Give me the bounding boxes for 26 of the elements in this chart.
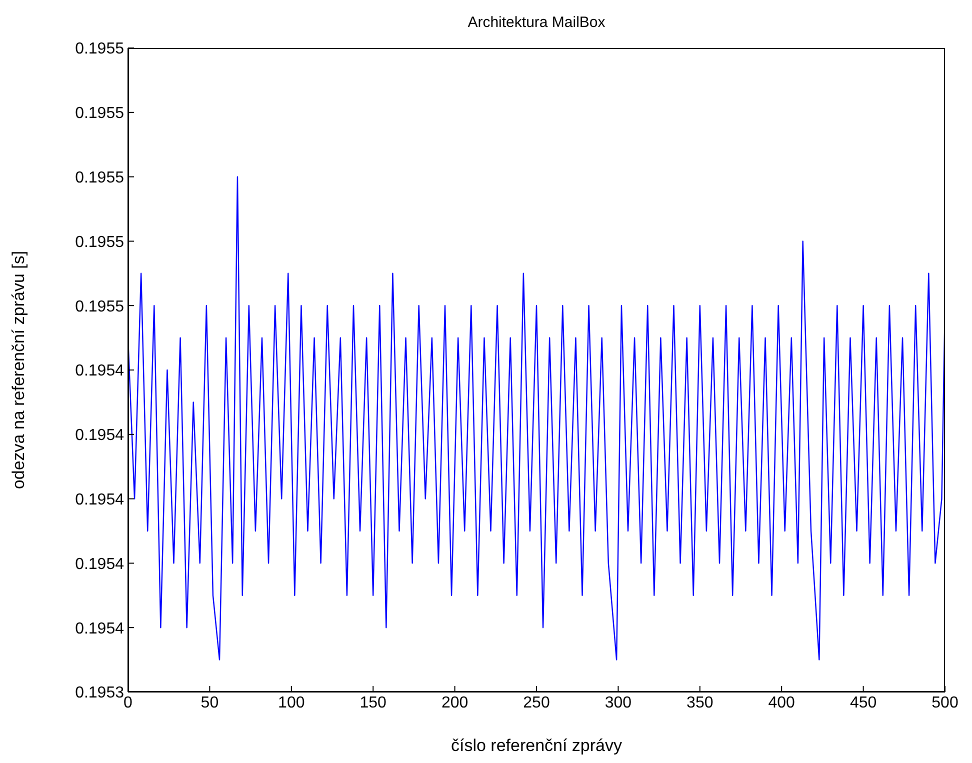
x-tick-label: 250 [523,694,550,712]
x-tick-label: 200 [441,694,468,712]
x-axis-title: číslo referenční zprávy [450,736,623,755]
x-tick-label: 300 [604,694,632,712]
y-tick-label: 0.1954 [75,556,124,573]
y-tick-label: 0.1954 [75,491,124,508]
y-tick-label: 0.1954 [75,620,124,638]
y-tick-label: 0.1955 [75,40,124,58]
y-tick-label: 0.1954 [75,427,124,444]
y-tick-label: 0.1954 [75,362,124,380]
x-tick-label: 0 [124,694,133,712]
y-axis-title: odezva na referenční zprávu [s] [9,250,28,490]
x-tick-label: 500 [932,694,958,712]
x-tick-label: 100 [278,694,305,712]
x-tick-label: 450 [850,694,877,712]
y-tick-label: 0.1955 [75,234,124,251]
y-tick-label: 0.1955 [75,298,124,316]
chart-title: Architektura MailBox [466,14,606,31]
line-series [128,176,945,660]
y-tick-label: 0.1955 [75,169,124,186]
x-tick-label: 150 [360,694,387,712]
x-tick-label: 400 [768,694,796,712]
x-tick-label: 350 [686,694,714,712]
y-tick-label: 0.1953 [75,684,124,702]
y-tick-label: 0.1955 [75,105,124,122]
x-tick-label: 50 [200,694,219,712]
